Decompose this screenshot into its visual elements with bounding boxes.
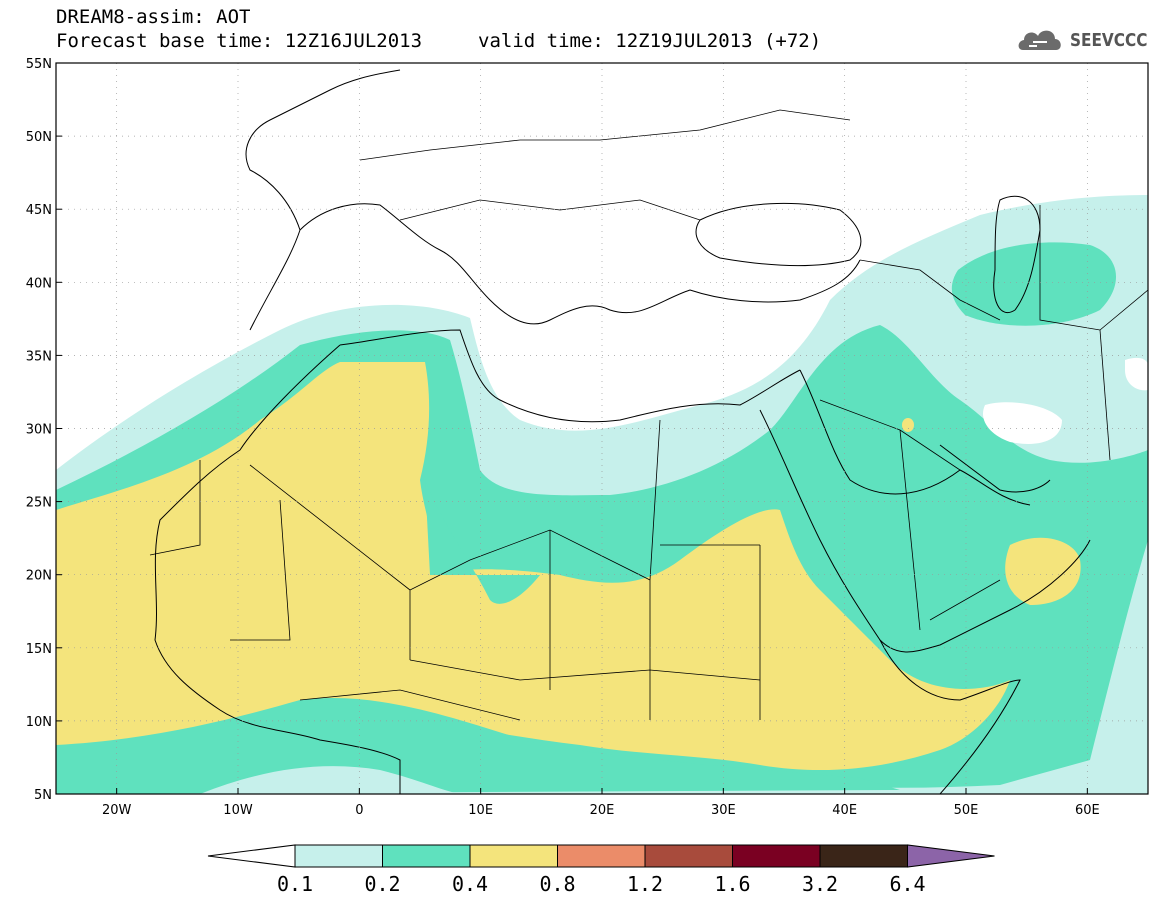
latitude-axis: 55N 50N 45N 40N 35N 30N 25N 20N 15N 10N 5N	[26, 57, 62, 803]
borders	[149, 109, 1148, 721]
colorbar-under-triangle	[207, 844, 296, 868]
lat-tick-label: 10N	[26, 715, 52, 730]
lat-tick-label: 45N	[26, 203, 52, 218]
lat-tick-label: 55N	[26, 57, 52, 72]
forecast-base-time: Forecast base time: 12Z16JUL2013	[56, 30, 423, 52]
colorbar-level-label: 0.2	[364, 872, 400, 896]
lat-tick-label: 50N	[26, 130, 52, 145]
colorbar-level-label: 0.4	[452, 872, 488, 896]
aot-band-0-4-oman	[1005, 537, 1081, 605]
colorbar-segment	[382, 844, 471, 868]
lon-tick-label: 60E	[1075, 803, 1100, 818]
colorbar: 0.1 0.2 0.4 0.8 1.2 1.6 3.2 6.4	[207, 844, 995, 896]
colorbar-segment	[469, 844, 558, 868]
aot-band-0-4	[56, 362, 1010, 770]
aot-band-0-4-dot	[902, 418, 914, 432]
aot-band-0-2-libya	[425, 480, 540, 604]
colorbar-level-label: 0.8	[539, 872, 575, 896]
colorbar-segment	[819, 844, 908, 868]
colorbar-over-triangle	[907, 844, 995, 868]
colorbar-level-label: 6.4	[889, 872, 925, 896]
lon-tick-label: 10E	[468, 803, 493, 818]
aot-band-0-2-gulf-guinea	[56, 698, 900, 794]
lon-tick-label: 20W	[102, 803, 132, 818]
aot-contours	[56, 195, 1148, 794]
lat-tick-label: 5N	[34, 788, 52, 803]
lat-tick-label: 35N	[26, 349, 52, 364]
lon-tick-label: 50E	[954, 803, 979, 818]
aot-gap-central-asia	[982, 402, 1062, 444]
colorbar-level-label: 1.2	[627, 872, 663, 896]
colorbar-level-label: 1.6	[714, 872, 750, 896]
title-variable: DREAM8-assim: AOT	[56, 6, 251, 28]
valid-time: valid time: 12Z19JUL2013 (+72)	[478, 30, 822, 52]
colorbar-level-label: 3.2	[802, 872, 838, 896]
colorbar-level-label: 0.1	[277, 872, 313, 896]
lat-tick-label: 30N	[26, 423, 52, 438]
coastlines	[154, 69, 1091, 794]
lon-tick-label: 0	[355, 803, 363, 818]
logo-cloud-icon	[1018, 30, 1061, 50]
aot-band-0-1-equator	[200, 766, 460, 794]
lat-tick-label: 15N	[26, 642, 52, 657]
colorbar-segment	[732, 844, 821, 868]
lat-tick-label: 40N	[26, 276, 52, 291]
longitude-axis: 20W 10W 0 10E 20E 30E 40E 50E 60E	[102, 788, 1100, 818]
colorbar-segment	[557, 844, 646, 868]
lat-tick-label: 25N	[26, 496, 52, 511]
lon-tick-label: 10W	[223, 803, 253, 818]
lon-tick-label: 30E	[711, 803, 736, 818]
logo-text: SEEVCCC	[1070, 30, 1148, 51]
aot-gap-east	[1125, 357, 1148, 391]
lon-tick-label: 20E	[590, 803, 615, 818]
aot-band-0-2-caspian	[951, 242, 1117, 326]
lon-tick-label: 40E	[832, 803, 857, 818]
colorbar-segment	[294, 844, 383, 868]
colorbar-segment	[644, 844, 733, 868]
lat-tick-label: 20N	[26, 569, 52, 584]
